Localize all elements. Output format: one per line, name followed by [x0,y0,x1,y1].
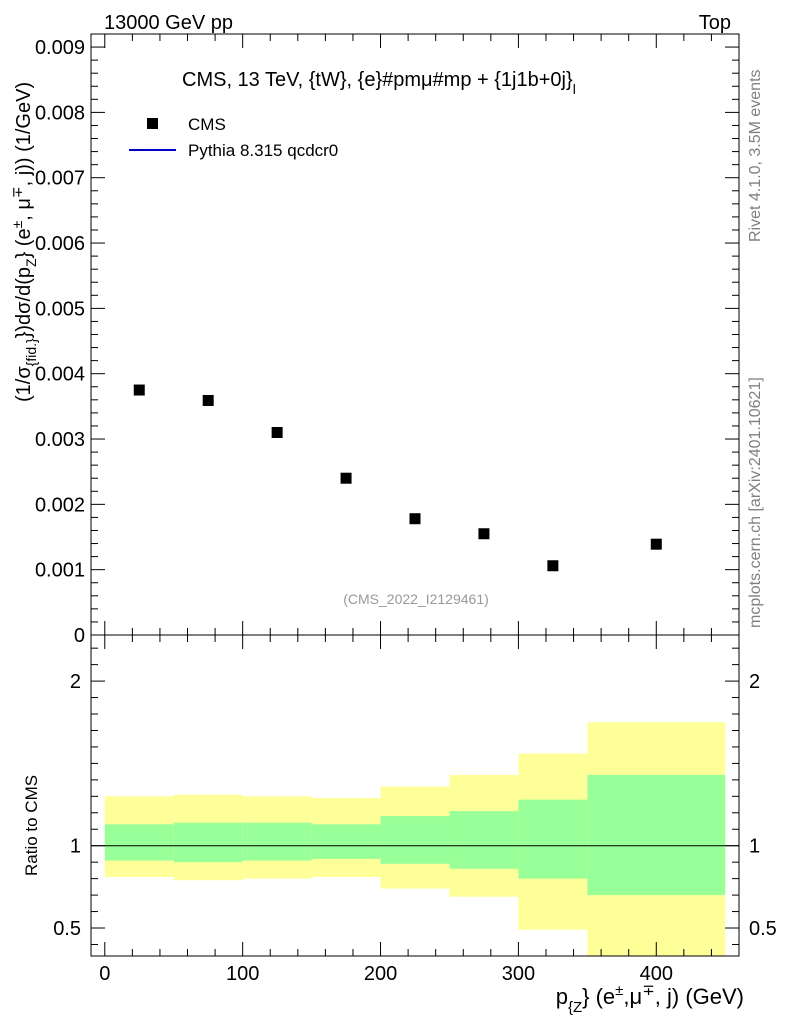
ratio-band-inner [242,822,312,861]
plot-title-text: CMS, 13 TeV, {tW}, {e}#pmμ#mp + {1j1b+0j… [182,69,573,91]
main-y-tick-label: 0.008 [35,102,85,124]
ratio-band-inner [587,774,726,896]
analysis-watermark: (CMS_2022_I2129461) [343,591,489,607]
legend-cms-label: CMS [188,115,226,134]
x-tick-label: 300 [502,963,535,985]
x-axis-label: p{Z} (e±,μ∓, j) (GeV) [556,982,744,1016]
ratio-tick-labels: 0 100 200 300 400 0.5 0.5 1 1 2 2 [53,671,777,985]
x-tick-label: 100 [226,963,259,985]
ratio-band-inner [311,824,381,859]
main-y-tick-label: 0.007 [35,168,85,190]
main-y-tick-label: 0.005 [35,298,85,320]
cms-data-point [478,528,490,540]
x-tick-label: 200 [364,963,397,985]
ratio-y-axis-label: Ratio to CMS [22,775,41,876]
rivet-version-label: Rivet 4.1.0, 3.5M events [747,69,764,242]
main-y-tick-labels: 0 0.001 0.002 0.003 0.004 0.005 0.006 0.007 0.00… [35,37,85,647]
main-y-tick-label: 0.004 [35,364,85,386]
ratio-uncertainty-bands [104,722,726,956]
legend: CMS Pythia 8.315 qcdcr0 [129,115,338,160]
main-y-axis-label: (1/σ{fid.}})dσ/d(pZ} (e±, μ∓, j)) (1/GeV… [9,82,39,402]
main-y-tick-label: 0.003 [35,429,85,451]
ratio-x-axis [104,635,712,956]
cms-data-point [409,513,421,525]
cms-data-point [340,472,352,484]
main-y-tick-label: 0.001 [35,560,85,582]
cms-data-point [202,394,214,406]
plot-title: CMS, 13 TeV, {tW}, {e}#pmμ#mp + {1j1b+0j… [182,69,576,97]
main-y-tick-label: 0.006 [35,233,85,255]
ratio-panel-frame [90,634,740,957]
ratio-y-tick-label-right: 2 [749,671,760,693]
header-left: 13000 GeV pp [104,12,233,34]
ratio-band-inner [380,816,450,864]
ratio-band-inner [173,822,243,863]
ratio-band-inner [449,811,519,869]
ratio-y-tick-label-left: 0.5 [53,918,81,940]
x-tick-label: 400 [640,963,673,985]
legend-pythia-label: Pythia 8.315 qcdcr0 [188,141,338,160]
ratio-y-tick-label-left: 1 [70,836,81,858]
ratio-band-inner [518,799,588,879]
data-points [133,384,662,572]
plot-title-subscript: l [573,81,576,97]
ratio-y-axis [91,647,739,945]
ratio-y-tick-label-right: 0.5 [749,918,777,940]
cms-data-point [650,538,662,550]
header-right: Top [699,12,731,34]
main-y-tick-label: 0 [74,625,85,647]
main-y-tick-label: 0.009 [35,37,85,59]
ratio-y-tick-label-left: 2 [70,671,81,693]
mcplots-url-label: mcplots.cern.ch [arXiv:2401.10621] [747,377,764,628]
main-panel: 0 0.001 0.002 0.003 0.004 0.005 0.006 0.007 0.00… [9,33,740,647]
ratio-band-inner [104,824,174,861]
cms-data-point [133,384,145,396]
main-y-tick-label: 0.002 [35,494,85,516]
x-tick-label: 0 [99,963,110,985]
ratio-y-tick-label-right: 1 [749,836,760,858]
cms-data-point [547,560,559,572]
main-y-axis [91,46,739,636]
main-x-axis-ticks [104,34,712,635]
legend-cms-marker [147,118,158,129]
cms-data-point [271,426,283,438]
ratio-panel: 0 100 200 300 400 0.5 0.5 1 1 2 2 Ratio to CMS p{Z… [22,634,777,1016]
